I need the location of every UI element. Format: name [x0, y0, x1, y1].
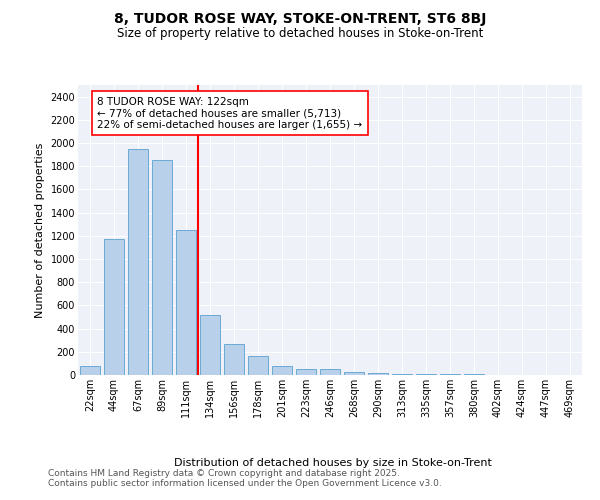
Bar: [128, 149, 148, 375]
Text: Contains HM Land Registry data © Crown copyright and database right 2025.: Contains HM Land Registry data © Crown c…: [48, 468, 400, 477]
Text: Size of property relative to detached houses in Stoke-on-Trent: Size of property relative to detached ho…: [117, 28, 483, 40]
Text: 8, TUDOR ROSE WAY, STOKE-ON-TRENT, ST6 8BJ: 8, TUDOR ROSE WAY, STOKE-ON-TRENT, ST6 8…: [114, 12, 486, 26]
Bar: [224, 344, 244, 375]
Bar: [176, 230, 196, 375]
Bar: [416, 374, 436, 375]
Bar: [320, 368, 340, 375]
Bar: [368, 374, 388, 375]
Text: Distribution of detached houses by size in Stoke-on-Trent: Distribution of detached houses by size …: [174, 458, 492, 468]
Bar: [248, 356, 268, 375]
Text: 8 TUDOR ROSE WAY: 122sqm
← 77% of detached houses are smaller (5,713)
22% of sem: 8 TUDOR ROSE WAY: 122sqm ← 77% of detach…: [97, 96, 362, 130]
Bar: [104, 238, 124, 375]
Bar: [80, 366, 100, 375]
Text: Contains public sector information licensed under the Open Government Licence v3: Contains public sector information licen…: [48, 478, 442, 488]
Bar: [152, 160, 172, 375]
Bar: [296, 368, 316, 375]
Bar: [392, 374, 412, 375]
Y-axis label: Number of detached properties: Number of detached properties: [35, 142, 45, 318]
Bar: [440, 374, 460, 375]
Bar: [272, 366, 292, 375]
Bar: [344, 372, 364, 375]
Bar: [464, 374, 484, 375]
Bar: [200, 314, 220, 375]
